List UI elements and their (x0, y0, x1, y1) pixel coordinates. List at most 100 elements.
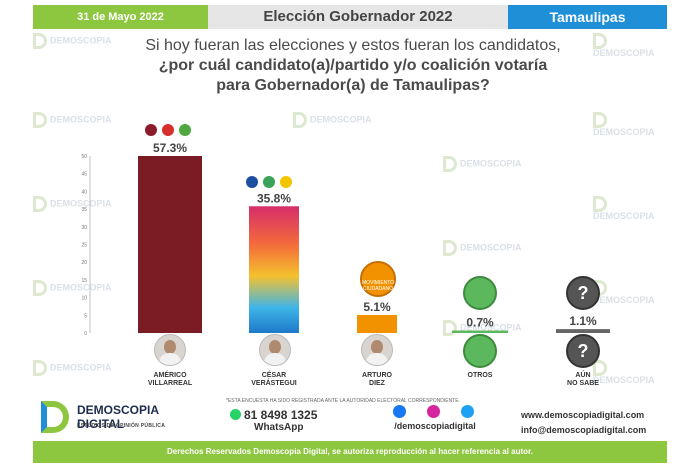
web-contact: www.demoscopiadigital.com info@demoscopi… (521, 408, 646, 438)
watermark: DEMOSCOPIA (33, 112, 112, 128)
phone-number: 81 8498 1325 (244, 408, 318, 422)
name-line: AMÉRICO (153, 372, 187, 379)
pri-party-icon (263, 176, 275, 188)
watermark-text: DEMOSCOPIA (593, 48, 655, 58)
survey-title: Elección Gobernador 2022 (208, 5, 508, 29)
candidate-photo-cesar (259, 334, 291, 366)
header-bar: 31 de Mayo 2022 Elección Gobernador 2022… (33, 5, 667, 29)
otros-person-icon (463, 334, 497, 368)
bar-4 (556, 329, 610, 333)
watermark-logo-icon (593, 360, 607, 376)
movimiento-ciudadano-logo: MOVIMIENTO CIUDADANO (360, 261, 396, 297)
watermark-text: DEMOSCOPIA (50, 114, 112, 125)
watermark: DEMOSCOPIA (593, 112, 667, 137)
watermark-text: DEMOSCOPIA (310, 114, 372, 125)
question-line: para Gobernador(a) de Tamaulipas? (216, 77, 490, 94)
name-line: VERÁSTEGUI (251, 380, 297, 387)
bar-3 (452, 330, 508, 333)
email-link[interactable]: info@demoscopiadigital.com (521, 425, 647, 435)
bars-group (138, 156, 610, 333)
watermark-logo-icon (443, 320, 457, 336)
d-logo-icon (41, 401, 69, 433)
watermark: DEMOSCOPIA (593, 196, 667, 221)
question-icon: ? (566, 276, 600, 310)
y-tick-label: 50 (81, 154, 87, 160)
instagram-icon[interactable] (427, 405, 440, 418)
watermark-text: DEMOSCOPIA (593, 127, 655, 137)
candidate-photo-americo (154, 334, 186, 366)
watermark-text: DEMOSCOPIA (50, 198, 112, 209)
watermark-logo-icon (33, 33, 47, 49)
y-tick-label: 45 (81, 172, 87, 178)
bar-2 (357, 314, 397, 333)
watermark-text: DEMOSCOPIA (460, 242, 522, 253)
name-line: DIEZ (369, 380, 385, 387)
watermark-logo-icon (593, 196, 607, 212)
twitter-icon[interactable] (461, 405, 474, 418)
y-tick-label: 40 (81, 189, 87, 195)
photo-head (371, 340, 383, 354)
morena-party-icon (145, 124, 157, 136)
social-handle[interactable]: /demoscopiadigital (394, 421, 476, 431)
watermark-text: DEMOSCOPIA (460, 158, 522, 169)
photo-head (269, 340, 281, 354)
bar-0 (138, 156, 202, 333)
name-line: OTROS (467, 372, 493, 379)
y-tick-label: 0 (84, 331, 87, 337)
watermark-text: DEMOSCOPIA (593, 295, 655, 305)
watermark-text: DEMOSCOPIA (593, 211, 655, 221)
photo-body (159, 353, 181, 365)
survey-question: Si hoy fueran las elecciones y estos fue… (93, 36, 613, 96)
state-name: Tamaulipas (508, 5, 667, 29)
whatsapp-label: WhatsApp (254, 422, 304, 433)
watermark-logo-icon (443, 156, 457, 172)
question-line: ¿por cuál candidato(a)/partido y/o coali… (158, 57, 548, 74)
watermark-logo-icon (33, 112, 47, 128)
question-line: Si hoy fueran las elecciones y estos fue… (145, 37, 561, 54)
facebook-icon[interactable] (393, 405, 406, 418)
watermark: DEMOSCOPIA (33, 196, 112, 212)
mc-logo-text: MOVIMIENTO CIUDADANO (362, 280, 395, 292)
watermark: DEMOSCOPIA (33, 280, 112, 296)
watermark-logo-icon (443, 240, 457, 256)
watermark: DEMOSCOPIA (593, 360, 667, 385)
photo-body (366, 353, 388, 365)
y-tick-label: 30 (81, 225, 87, 231)
watermark: DEMOSCOPIA (593, 33, 667, 58)
person-icon (463, 276, 497, 310)
pvem-party-icon (179, 124, 191, 136)
logo-subtitle: ESTUDIOS DE OPINIÓN PÚBLICA (77, 423, 166, 429)
photo-body (264, 353, 286, 365)
copyright-bar: Derechos Reservados Demoscopia Digital, … (33, 441, 667, 463)
logo-name-line1: DEMOSCOPIA (77, 403, 160, 417)
candidate-name: AMÉRICO VILLARREAL (125, 372, 215, 388)
watermark-text: DEMOSCOPIA (50, 282, 112, 293)
candidate-name: ARTURO DIEZ (332, 372, 422, 388)
value-label: 35.8% (257, 191, 291, 205)
y-axis: 0 5 10 15 20 25 30 35 40 45 50 (81, 154, 91, 337)
value-label: 5.1% (363, 300, 391, 314)
value-label: 1.1% (569, 314, 597, 328)
watermark: DEMOSCOPIA (443, 320, 522, 336)
watermark-text: DEMOSCOPIA (460, 322, 522, 333)
y-tick-label: 35 (81, 207, 87, 213)
watermark: DEMOSCOPIA (443, 156, 522, 172)
no-sabe-question-icon: ? (566, 334, 600, 368)
watermark-logo-icon (593, 33, 607, 49)
y-tick-label: 5 (84, 313, 87, 319)
watermark: DEMOSCOPIA (33, 360, 112, 376)
prd-party-icon (280, 176, 292, 188)
watermark: DEMOSCOPIA (293, 112, 372, 128)
poll-card: DEMOSCOPIA DEMOSCOPIA DEMOSCOPIA DEMOSCO… (33, 0, 667, 466)
name-line: CÉSAR (261, 372, 287, 379)
name-line: ARTURO (362, 372, 392, 379)
website-link[interactable]: www.demoscopiadigital.com (521, 410, 645, 420)
value-label: 0.7% (466, 316, 494, 330)
watermark-logo-icon (33, 360, 47, 376)
name-line: AÚN (575, 372, 591, 379)
registration-note: *ESTA ENCUESTA HA SIDO REGISTRADA ANTE L… (226, 398, 460, 404)
watermark-logo-icon (33, 196, 47, 212)
value-label: 57.3% (153, 141, 187, 155)
candidate-name: OTROS (435, 372, 525, 380)
y-tick-label: 25 (81, 243, 87, 249)
